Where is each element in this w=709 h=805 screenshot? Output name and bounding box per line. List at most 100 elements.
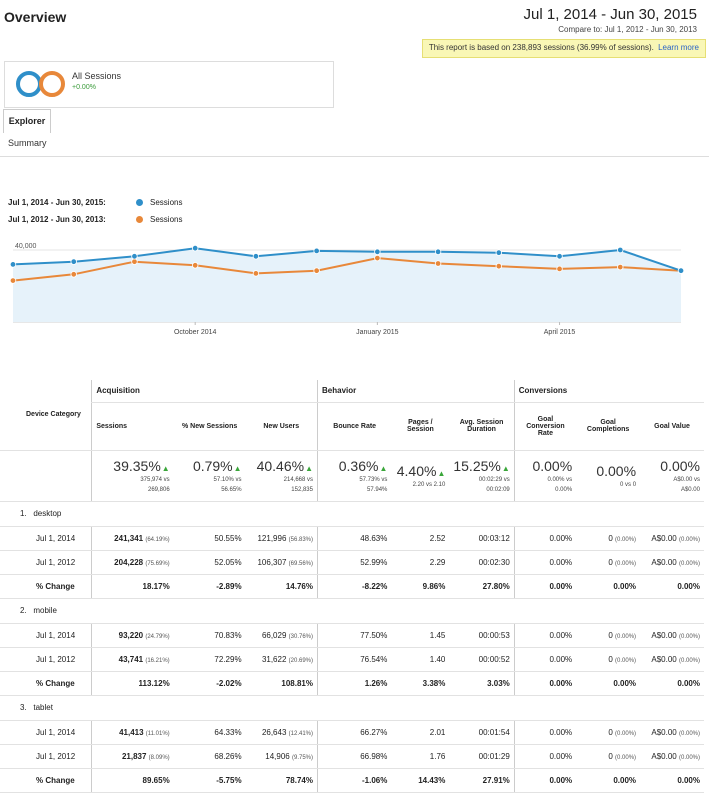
cell-percent: (0.00%) [615, 536, 637, 543]
table-cell: 27.80% [449, 574, 515, 599]
column-header[interactable]: Pages / Session [391, 402, 450, 451]
cell-percent: (0.00%) [615, 657, 637, 664]
cell-value: 00:02:30 [478, 557, 510, 567]
table-row: % Change 89.65% -5.75% 78.74% -1.06% 14.43% 27… [0, 768, 704, 793]
column-header[interactable]: Bounce Rate [317, 402, 392, 451]
device-name[interactable]: tablet [33, 703, 53, 712]
device-index: 3. [20, 703, 27, 712]
table-cell: -1.06% [317, 768, 392, 793]
table-corner: Device Category [0, 380, 92, 451]
table-cell: 0.00% [513, 550, 577, 575]
segment-percent: +0.00% [72, 84, 96, 91]
cell-value: 0.00% [549, 557, 573, 567]
group-conversions: Conversions [513, 380, 704, 403]
series-area-current [13, 248, 681, 322]
row-label: Jul 1, 2012 [0, 550, 92, 575]
table-cell: 0.00% [513, 671, 577, 696]
series-line-current [12, 247, 682, 272]
table-cell: 00:01:54 [449, 720, 515, 745]
cell-value: 14.76% [285, 581, 313, 591]
summary-cell: 0.00% 0.00% vs 0.00% [513, 450, 577, 502]
table-cell: 72.29% [173, 647, 246, 672]
table-cell: 66,029 (30.76%) [245, 623, 318, 648]
cell-value: 0 [608, 654, 613, 664]
summary-cell: 40.46%▲ 214,668 vs 152,835 [245, 450, 318, 502]
cell-value: 00:00:53 [478, 630, 510, 640]
table-cell: 14.76% [245, 574, 318, 599]
cell-value: 64.33% [214, 727, 242, 737]
column-header[interactable]: Goal Conversion Rate [513, 402, 577, 451]
segment-box[interactable]: All Sessions +0.00% [4, 61, 334, 108]
cell-value: 14.43% [418, 775, 446, 785]
data-point [495, 263, 503, 270]
learn-more-link[interactable]: Learn more [658, 43, 699, 52]
cell-value: 52.05% [214, 557, 242, 567]
cell-value: 66.98% [360, 751, 388, 761]
table-cell: 64.33% [173, 720, 246, 745]
tab-explorer[interactable]: Explorer [3, 109, 51, 133]
legend-range-previous: Jul 1, 2012 - Jun 30, 2013: [8, 215, 106, 224]
device-name[interactable]: mobile [33, 606, 57, 615]
column-header[interactable]: % New Sessions [173, 402, 246, 451]
summary-sub: 00:02:29 vs [478, 476, 510, 483]
cell-value: 0.00% [613, 678, 637, 688]
summary-sub: 57.73% vs [359, 476, 388, 483]
cell-value: 26,643 [261, 727, 287, 737]
cell-value: 1.26% [364, 678, 388, 688]
table-cell: A$0.00 (0.00%) [640, 623, 704, 648]
column-header[interactable]: Goal Value [640, 402, 704, 451]
cell-value: 0.00% [549, 630, 573, 640]
dimension-header[interactable]: Device Category [26, 411, 81, 419]
cell-value: 1.40 [429, 654, 446, 664]
summary-sub: 00:02:09 [486, 486, 510, 493]
up-arrow-icon: ▲ [501, 463, 510, 473]
data-point [313, 267, 320, 274]
column-header[interactable]: Goal Completions [576, 402, 641, 451]
cell-value: 77.50% [360, 630, 388, 640]
table-cell: 0.00% [576, 768, 641, 793]
device-label[interactable]: 3. tablet [0, 695, 704, 721]
cell-value: 70.83% [214, 630, 242, 640]
legend-metric-current[interactable]: Sessions [150, 198, 183, 207]
table-cell: 14,906 (9.75%) [245, 744, 318, 769]
device-name[interactable]: desktop [33, 509, 62, 518]
data-point [313, 247, 320, 255]
table-cell: 0.00% [513, 744, 577, 769]
row-label: % Change [0, 574, 92, 599]
column-header[interactable]: New Users [245, 402, 318, 451]
summary-sub: 2.20 vs 2.10 [412, 481, 446, 488]
column-header[interactable]: Sessions [91, 402, 174, 451]
table-cell: 66.98% [317, 744, 392, 769]
cell-value: 106,307 [257, 557, 287, 567]
table-row: % Change 113.12% -2.02% 108.81% 1.26% 3.38% 3.… [0, 671, 704, 696]
y-tick-label: 40,000 [15, 243, 37, 250]
table-cell: 00:00:53 [449, 623, 515, 648]
data-point [191, 262, 199, 269]
data-point [131, 258, 138, 265]
date-range-picker[interactable]: Jul 1, 2014 - Jun 30, 2015 [523, 6, 697, 23]
device-index: 1. [20, 509, 27, 518]
summary-label [0, 450, 92, 502]
segment-name: All Sessions [72, 71, 122, 81]
table-cell: 0.00% [576, 671, 641, 696]
column-header[interactable]: Avg. Session Duration [449, 402, 515, 451]
cell-percent: (0.00%) [615, 560, 637, 567]
cell-value: 0.00% [677, 775, 700, 785]
x-tick-label: January 2015 [356, 329, 399, 336]
device-label[interactable]: 2. mobile [0, 598, 704, 624]
cell-value: A$0.00 [651, 557, 677, 567]
data-point [9, 277, 17, 284]
table-cell: 0 (0.00%) [576, 623, 641, 648]
legend-metric-previous[interactable]: Sessions [150, 215, 183, 224]
cell-percent: (0.00%) [615, 754, 637, 761]
cell-value: A$0.00 [651, 533, 677, 543]
summary-link[interactable]: Summary [8, 138, 47, 148]
table-cell: 0.00% [513, 623, 577, 648]
cell-value: 00:03:12 [478, 533, 510, 543]
cell-value: -1.06% [362, 775, 388, 785]
cell-value: 0 [608, 727, 613, 737]
cell-value: 241,341 [114, 533, 144, 543]
data-point [70, 271, 77, 278]
device-label[interactable]: 1. desktop [0, 501, 704, 527]
summary-row: 39.35%▲ 375,974 vs 269,806 0.79%▲ 57.10% vs 5… [0, 450, 704, 502]
